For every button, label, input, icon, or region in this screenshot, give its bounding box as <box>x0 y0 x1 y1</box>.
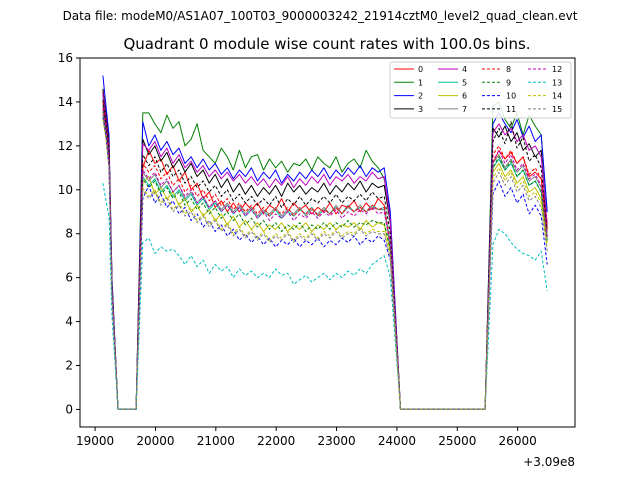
x-offset-label: +3.09e8 <box>523 455 575 469</box>
series-line-11 <box>102 99 548 410</box>
y-tick-label: 2 <box>65 359 73 373</box>
x-tick-label: 25000 <box>438 434 476 448</box>
y-tick-label: 4 <box>65 315 73 329</box>
x-tick-label: 26000 <box>499 434 537 448</box>
x-tick-label: 24000 <box>378 434 416 448</box>
chart-suptitle: Data file: modeM0/AS1A07_100T03_90000032… <box>63 9 578 23</box>
legend-label-12: 12 <box>552 65 562 74</box>
y-tick-label: 12 <box>58 139 73 153</box>
legend-label-8: 8 <box>506 65 511 74</box>
x-tick-label: 20000 <box>136 434 174 448</box>
legend-label-15: 15 <box>552 105 562 114</box>
legend-label-2: 2 <box>418 92 423 101</box>
y-axis: 0 2 4 6 8 10 12 14 16 <box>58 51 80 416</box>
x-tick-label: 21000 <box>197 434 235 448</box>
legend-label-7: 7 <box>462 105 467 114</box>
series-line-15 <box>102 115 548 410</box>
y-tick-label: 0 <box>65 402 73 416</box>
x-tick-label: 22000 <box>257 434 295 448</box>
legend-label-13: 13 <box>552 78 562 87</box>
y-tick-label: 14 <box>58 95 73 109</box>
y-tick-label: 16 <box>58 51 73 65</box>
legend-label-3: 3 <box>418 105 423 114</box>
legend-label-5: 5 <box>462 78 467 87</box>
plot-area-frame <box>79 57 576 428</box>
legend-label-6: 6 <box>462 92 467 101</box>
legend-label-10: 10 <box>506 92 516 101</box>
x-tick-label: 19000 <box>76 434 114 448</box>
legend-label-14: 14 <box>552 92 562 101</box>
series-line-12 <box>102 108 548 410</box>
y-tick-label: 8 <box>65 227 73 241</box>
legend-label-1: 1 <box>418 78 423 87</box>
chart-title: Quadrant 0 module wise count rates with … <box>123 35 530 53</box>
legend-label-9: 9 <box>506 78 511 87</box>
y-tick-label: 10 <box>58 183 73 197</box>
plot-lines <box>102 75 548 410</box>
legend-label-0: 0 <box>418 65 423 74</box>
legend-label-4: 4 <box>462 65 467 74</box>
legend-label-11: 11 <box>506 105 516 114</box>
series-line-14 <box>102 119 548 410</box>
y-tick-label: 6 <box>65 271 73 285</box>
x-tick-label: 23000 <box>317 434 355 448</box>
legend-box <box>389 61 572 119</box>
series-line-8 <box>102 101 548 410</box>
x-axis: 19000 20000 21000 22000 23000 24000 25000 26000 <box>76 427 537 448</box>
